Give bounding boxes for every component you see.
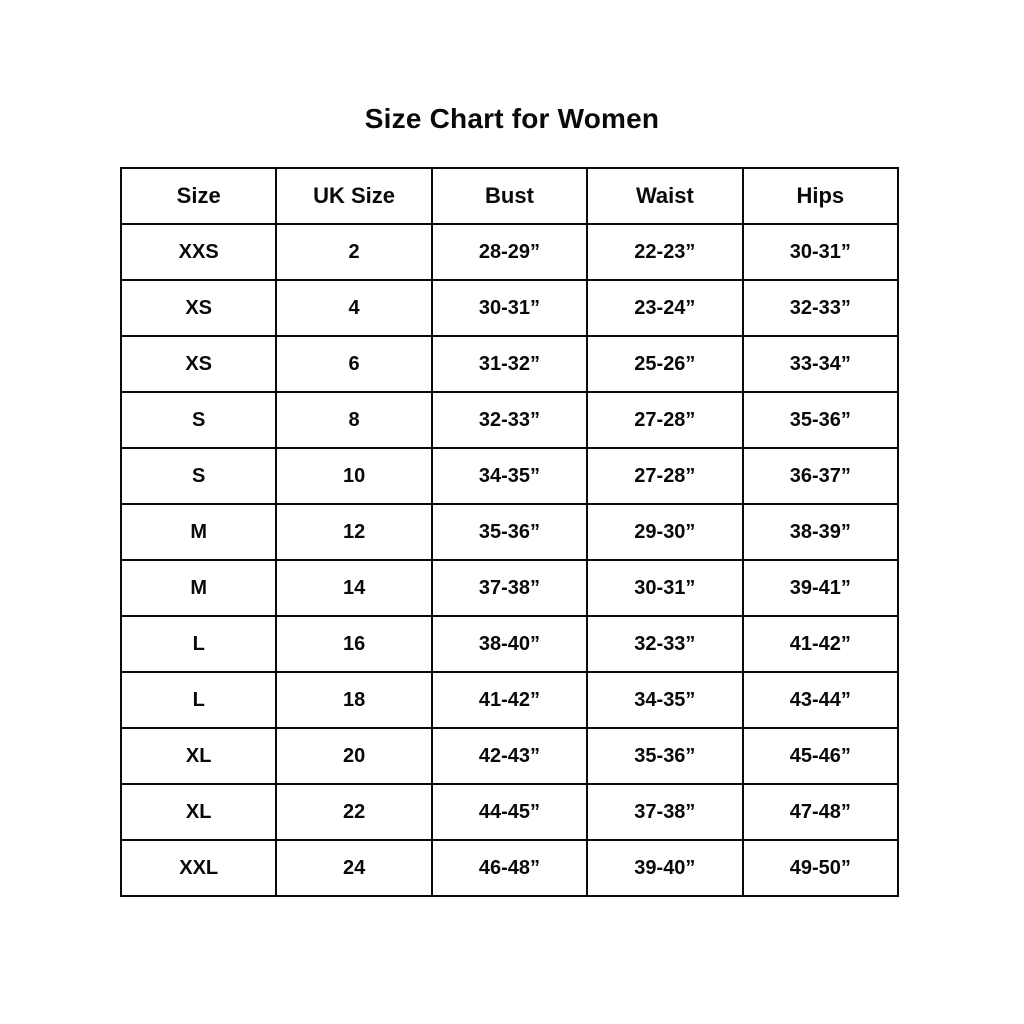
- page-title: Size Chart for Women: [364, 103, 660, 134]
- table-row: XL 20 42-43” 35-36” 45-46”: [119, 727, 900, 785]
- table-cell: 23-24”: [586, 279, 744, 337]
- table-cell: 30-31”: [586, 559, 744, 617]
- table-cell: 36-37”: [741, 447, 900, 505]
- table-cell: 38-40”: [430, 615, 589, 673]
- table-cell: 45-46”: [741, 727, 900, 785]
- table-cell: 42-43”: [430, 727, 589, 785]
- table-cell: S: [119, 447, 278, 505]
- table-row: XXL 24 46-48” 39-40” 49-50”: [119, 839, 900, 897]
- table-cell: XS: [119, 279, 278, 337]
- table-cell: 10: [275, 447, 433, 505]
- table-cell: 30-31”: [741, 223, 900, 281]
- table-cell: 32-33”: [586, 615, 744, 673]
- table-cell: 25-26”: [586, 335, 744, 393]
- table-cell: L: [119, 615, 278, 673]
- table-cell: 37-38”: [430, 559, 589, 617]
- table-cell: 47-48”: [741, 783, 900, 841]
- table-cell: L: [119, 671, 278, 729]
- table-cell: 16: [275, 615, 433, 673]
- table-cell: M: [119, 503, 278, 561]
- table-cell: 44-45”: [430, 783, 589, 841]
- table-cell: 41-42”: [741, 615, 900, 673]
- column-header: Size: [119, 167, 278, 225]
- table-row: L 16 38-40” 32-33” 41-42”: [119, 615, 900, 673]
- table-cell: 31-32”: [430, 335, 589, 393]
- table-row: S 10 34-35” 27-28” 36-37”: [119, 447, 900, 505]
- table-cell: 30-31”: [430, 279, 589, 337]
- table-cell: 18: [275, 671, 433, 729]
- table-cell: 27-28”: [586, 391, 744, 449]
- table-cell: 32-33”: [430, 391, 589, 449]
- table-cell: XXS: [119, 223, 278, 281]
- table-cell: 24: [275, 839, 433, 897]
- table-cell: 2: [275, 223, 433, 281]
- table-row: M 12 35-36” 29-30” 38-39”: [119, 503, 900, 561]
- table-cell: 6: [275, 335, 433, 393]
- table-cell: 38-39”: [741, 503, 900, 561]
- table-cell: 20: [275, 727, 433, 785]
- table-cell: 39-41”: [741, 559, 900, 617]
- table-row: S 8 32-33” 27-28” 35-36”: [119, 391, 900, 449]
- table-row: XS 4 30-31” 23-24” 32-33”: [119, 279, 900, 337]
- table-cell: 46-48”: [430, 839, 589, 897]
- table-cell: 12: [275, 503, 433, 561]
- table-cell: 27-28”: [586, 447, 744, 505]
- column-header: Bust: [430, 167, 589, 225]
- table-row: XXS 2 28-29” 22-23” 30-31”: [119, 223, 900, 281]
- table-cell: 34-35”: [430, 447, 589, 505]
- table-cell: 35-36”: [586, 727, 744, 785]
- size-chart-table: Size UK Size Bust Waist Hips XXS 2 28-29” 22-23…: [119, 167, 900, 897]
- table-cell: XXL: [119, 839, 278, 897]
- table-cell: XL: [119, 727, 278, 785]
- header-row: Size UK Size Bust Waist Hips: [119, 167, 900, 225]
- table-cell: 34-35”: [586, 671, 744, 729]
- table-header: Size UK Size Bust Waist Hips: [119, 167, 900, 225]
- table-cell: S: [119, 391, 278, 449]
- column-header: UK Size: [275, 167, 433, 225]
- table-cell: 22-23”: [586, 223, 744, 281]
- table-cell: 32-33”: [741, 279, 900, 337]
- table-body: XXS 2 28-29” 22-23” 30-31” XS 4 30-31” 23-24” 32-…: [119, 223, 900, 897]
- table-cell: 33-34”: [741, 335, 900, 393]
- table-cell: 35-36”: [741, 391, 900, 449]
- table-cell: 35-36”: [430, 503, 589, 561]
- table-row: XL 22 44-45” 37-38” 47-48”: [119, 783, 900, 841]
- table-cell: 8: [275, 391, 433, 449]
- column-header: Waist: [586, 167, 744, 225]
- table-cell: 28-29”: [430, 223, 589, 281]
- table-cell: 4: [275, 279, 433, 337]
- table-cell: 37-38”: [586, 783, 744, 841]
- table-cell: 29-30”: [586, 503, 744, 561]
- table-cell: 39-40”: [586, 839, 744, 897]
- table-cell: 22: [275, 783, 433, 841]
- table-cell: M: [119, 559, 278, 617]
- table-row: M 14 37-38” 30-31” 39-41”: [119, 559, 900, 617]
- table-cell: 14: [275, 559, 433, 617]
- table-cell: XS: [119, 335, 278, 393]
- table-cell: 41-42”: [430, 671, 589, 729]
- table-cell: 43-44”: [741, 671, 900, 729]
- table-cell: 49-50”: [741, 839, 900, 897]
- column-header: Hips: [741, 167, 900, 225]
- table-row: L 18 41-42” 34-35” 43-44”: [119, 671, 900, 729]
- table-cell: XL: [119, 783, 278, 841]
- table-row: XS 6 31-32” 25-26” 33-34”: [119, 335, 900, 393]
